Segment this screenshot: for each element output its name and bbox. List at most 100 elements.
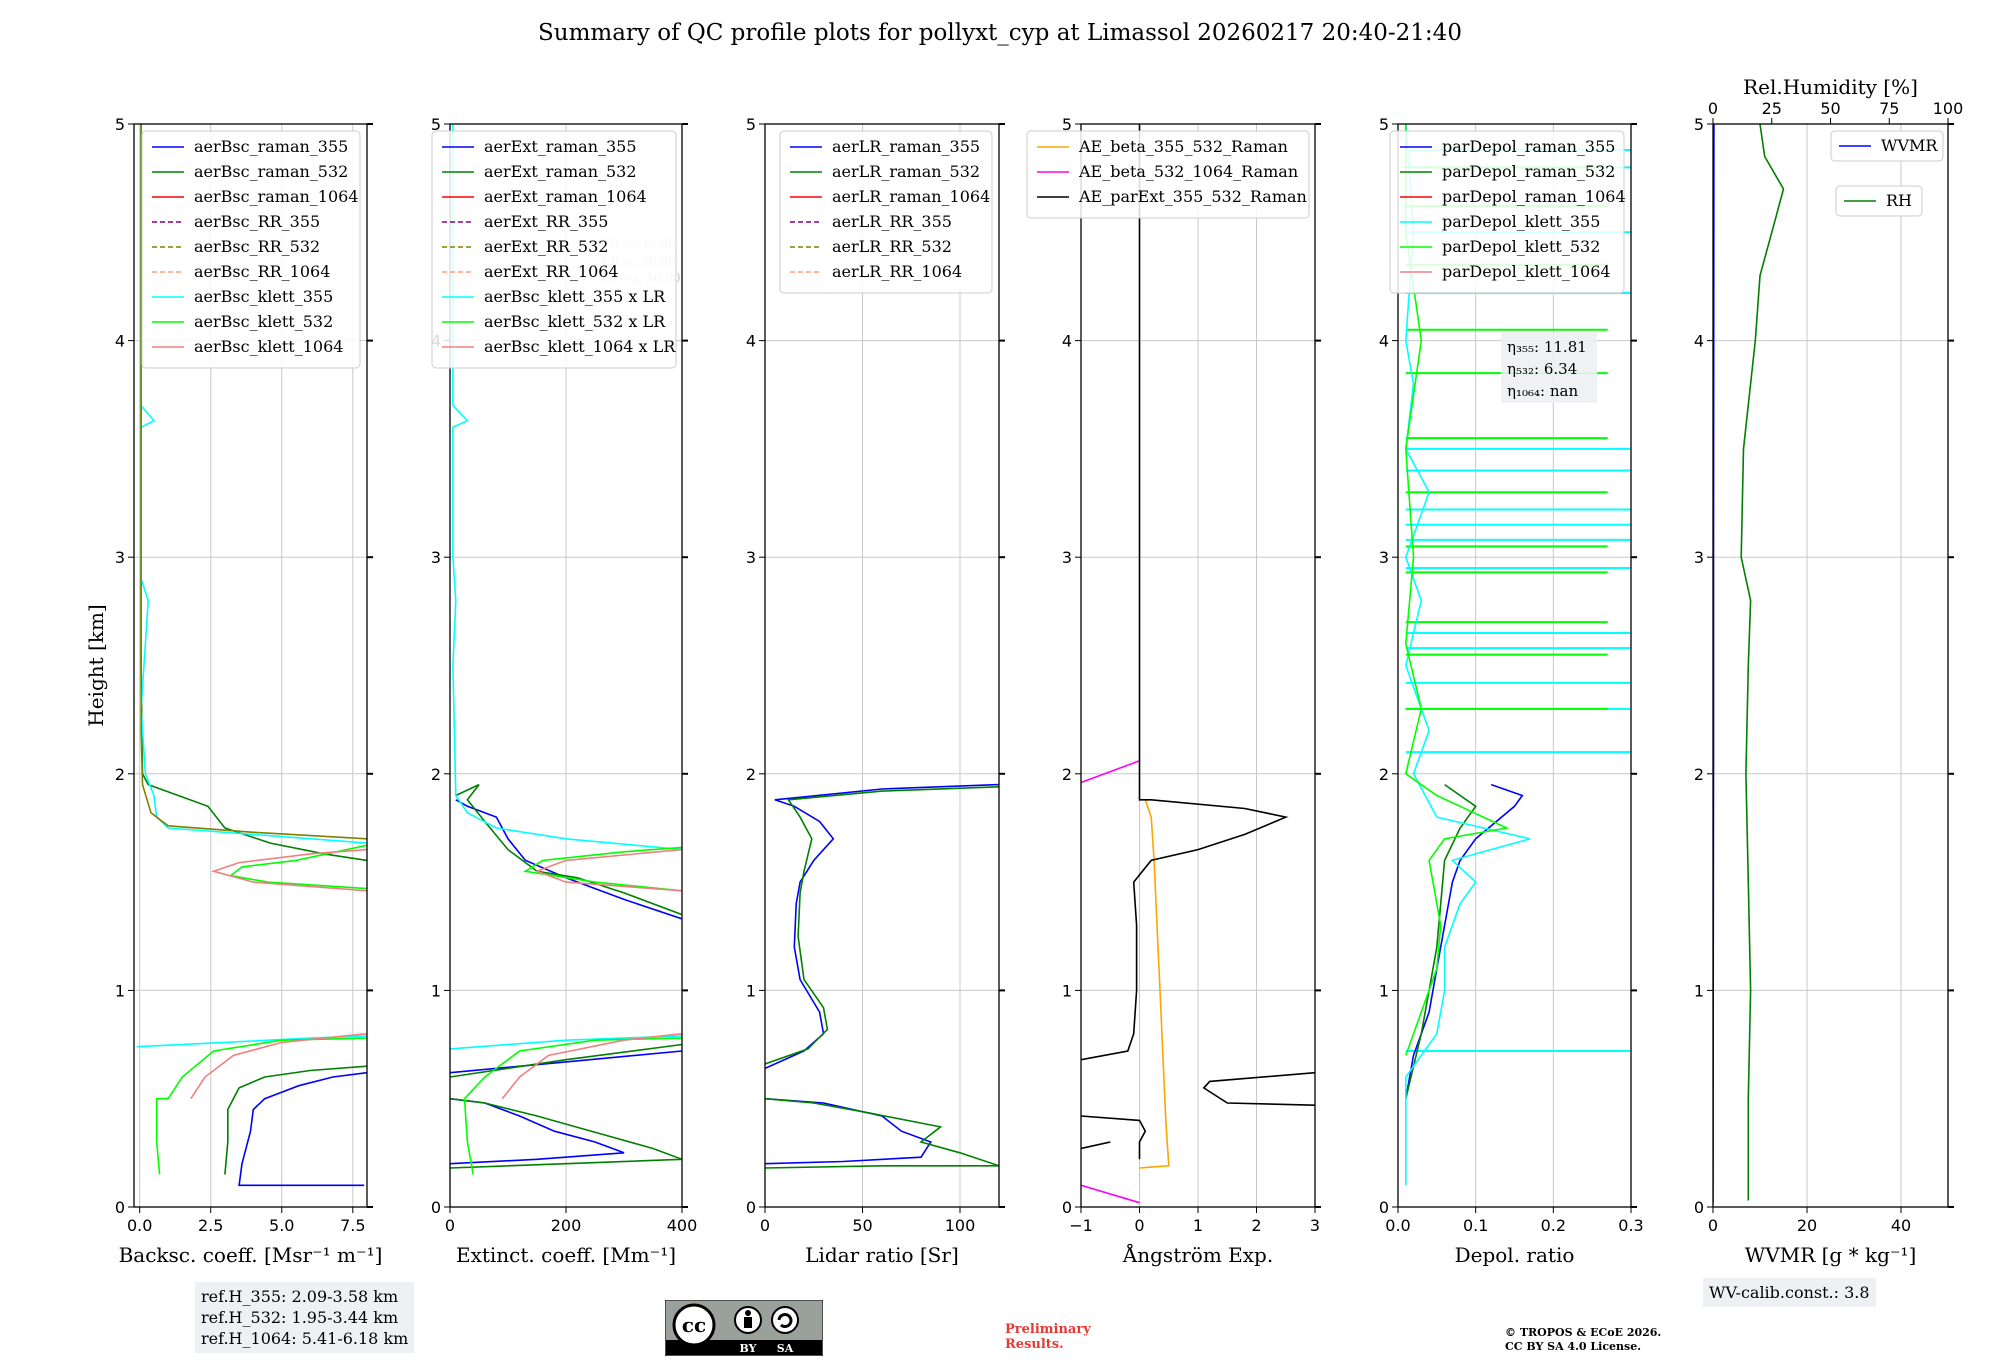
legend-box: aerExt_raman_355 aerExt_raman_532 aerExt_r… (431, 130, 677, 369)
preliminary-line-1: Preliminary (1005, 1322, 1091, 1337)
legend-box-rh: RH (1835, 185, 1923, 217)
y-tick-label: 0 (1694, 1198, 1704, 1217)
x-axis-label: WVMR [g * kg⁻¹] (1745, 1243, 1917, 1267)
legend-frame (141, 130, 361, 369)
legend-entry-label: aerBsc_RR_532 (194, 237, 320, 256)
legend-frame (779, 130, 993, 294)
legend-entry-label: aerBsc_raman_1064 (194, 187, 359, 206)
legend-entry-label: parDepol_raman_1064 (1442, 187, 1626, 206)
legend-box: AE_beta_355_532_Raman AE_beta_532_1064_Ra… (1026, 130, 1310, 219)
legend-entry-label: aerBsc_klett_355 (194, 287, 333, 306)
legend-entry-label: aerExt_raman_355 (484, 137, 637, 156)
x-tick-label: 0.0 (1385, 1216, 1410, 1235)
y-tick-label: 0 (746, 1198, 756, 1217)
series-line-parDepol_raman_355 (1405, 783, 1524, 1099)
y-tick-label: 4 (1062, 332, 1072, 351)
legend-entry-label: aerExt_RR_1064 (484, 262, 619, 281)
series-line-aerBsc_klett_1064 x LR (501, 848, 682, 1100)
x-tick-label: 0 (1134, 1216, 1144, 1235)
x-tick-label: 400 (667, 1216, 698, 1235)
y-tick-label: 3 (1062, 548, 1072, 567)
legend-entry-label: RH (1886, 191, 1912, 210)
eta-annotation-box: η₃₅₅: 11.81 η₅₃₂: 6.34 η₁₀₆₄: nan (1501, 333, 1597, 403)
legend-entry-label: AE_beta_532_1064_Raman (1078, 162, 1298, 181)
legend-box: aerLR_raman_355 aerLR_raman_532 aerLR_rama… (779, 130, 993, 294)
plot-area (765, 783, 999, 1169)
top-x-tick-label: 100 (1933, 99, 1964, 118)
y-tick-label: 1 (1694, 981, 1704, 1000)
legend-entry-label: aerBsc_raman_355 (194, 137, 348, 156)
axes-frame (133, 123, 368, 1208)
y-tick-label: 2 (431, 765, 441, 784)
legend-entry-label: aerLR_RR_532 (832, 237, 952, 256)
plot-area (1713, 124, 1785, 1203)
y-tick-label: 2 (1379, 765, 1389, 784)
series-line-parDepol_raman_532 (1405, 783, 1477, 1099)
y-tick-label: 1 (1062, 981, 1072, 1000)
x-tick-label: 2.5 (198, 1216, 223, 1235)
legend-entry-label: aerBsc_klett_355 x LR (484, 287, 666, 306)
y-tick-label: 5 (746, 115, 756, 134)
preliminary-line-2: Results. (1005, 1337, 1064, 1352)
y-tick-label: 2 (1062, 765, 1072, 784)
legend-frame (431, 130, 677, 369)
legend-entry-label: aerExt_RR_532 (484, 237, 608, 256)
series-line-AE_parExt_355_532_Raman (1081, 124, 1315, 1160)
series-line-aerBsc_klett_532 x LR (463, 846, 682, 1175)
cc-logo-text: cc (682, 1313, 706, 1337)
plot-area (1081, 124, 1315, 1204)
y-tick-label: 0 (1379, 1198, 1389, 1217)
copyright-line-1: © TROPOS & ECoE 2026. (1505, 1326, 1662, 1339)
plot-area (450, 124, 682, 1175)
by-label: BY (740, 1342, 757, 1355)
annotation-frame (1501, 333, 1597, 403)
legend-box: parDepol_raman_355 parDepol_raman_532 parD… (1389, 130, 1626, 294)
x-tick-label: 0 (760, 1216, 770, 1235)
copyright-note: © TROPOS & ECoE 2026. CC BY SA 4.0 Licen… (1505, 1326, 1661, 1354)
x-tick-label: 3 (1310, 1216, 1320, 1235)
x-tick-label: 50 (852, 1216, 872, 1235)
series-line-aerBsc_RR_532 (140, 124, 367, 840)
wv-calibration-constant: WV-calib.const.: 3.8 (1709, 1283, 1870, 1302)
series-line-AE_beta_532_1064_Raman (1081, 760, 1140, 1204)
top-x-axis-label: Rel.Humidity [%] (1743, 75, 1918, 99)
ref-height-1064: ref.H_1064: 5.41-6.18 km (201, 1329, 409, 1348)
y-tick-label: 3 (1694, 548, 1704, 567)
x-axis-label: Lidar ratio [Sr] (805, 1243, 959, 1267)
x-tick-label: −1 (1069, 1216, 1093, 1235)
legend-entry-label: parDepol_klett_532 (1442, 237, 1600, 256)
reference-heights-box: ref.H_355: 2.09-3.58 km ref.H_532: 1.95-… (195, 1282, 415, 1353)
x-tick-label: 2 (1251, 1216, 1261, 1235)
x-tick-label: 7.5 (340, 1216, 365, 1235)
legend-entry-label: aerExt_raman_532 (484, 162, 637, 181)
x-axis-label: Ångström Exp. (1122, 1242, 1273, 1267)
x-tick-label: 20 (1797, 1216, 1817, 1235)
top-x-tick-label: 50 (1820, 99, 1840, 118)
legend-entry-label: aerLR_RR_355 (832, 212, 952, 231)
legend-entry-label: WVMR (1881, 136, 1938, 155)
x-tick-label: 200 (551, 1216, 582, 1235)
legend-entry-label: aerExt_RR_355 (484, 212, 608, 231)
legend-entry-label: aerLR_raman_355 (832, 137, 980, 156)
y-tick-label: 5 (431, 115, 441, 134)
x-tick-label: 0 (445, 1216, 455, 1235)
y-tick-label: 5 (1694, 115, 1704, 134)
y-tick-label: 1 (1379, 981, 1389, 1000)
x-axis-label: Depol. ratio (1455, 1243, 1575, 1267)
x-tick-label: 0.0 (127, 1216, 152, 1235)
y-tick-label: 4 (1694, 332, 1704, 351)
legend-entry-label: aerBsc_klett_1064 (194, 337, 343, 356)
y-tick-label: 1 (115, 981, 125, 1000)
y-tick-label: 3 (115, 548, 125, 567)
y-tick-label: 0 (115, 1198, 125, 1217)
panel-extinction: 0200400012345Extinct. coeff. [Mm⁻¹]LR₃₅₅… (431, 115, 697, 1267)
series-line-AE_beta_355_532_Raman (1139, 799, 1170, 1169)
copyright-line-2: CC BY SA 4.0 License. (1505, 1340, 1642, 1353)
series-line-aerLR_raman_532 (765, 786, 999, 1169)
axes-frame (1397, 123, 1632, 1208)
x-axis-label: Backsc. coeff. [Msr⁻¹ m⁻¹] (119, 1243, 383, 1267)
legend-entry-label: aerBsc_klett_532 x LR (484, 312, 666, 331)
series-line-aerBsc_raman_355 (238, 1071, 367, 1187)
legend-entry-label: AE_beta_355_532_Raman (1078, 137, 1288, 156)
